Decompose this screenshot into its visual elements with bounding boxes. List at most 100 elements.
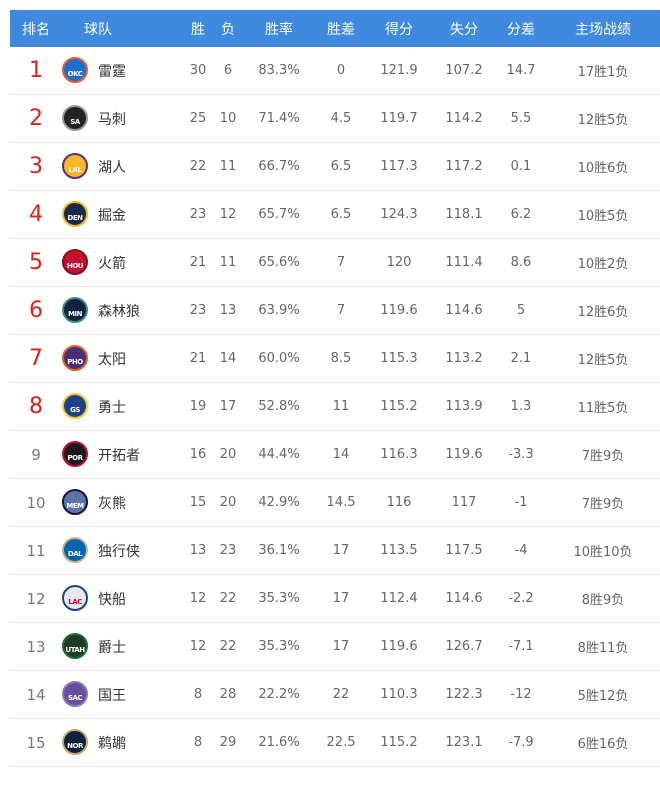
rank: 11	[26, 541, 46, 560]
home-record: 10胜2负	[577, 257, 629, 272]
home-record: 12胜5负	[577, 113, 629, 128]
team-name[interactable]: 爵士	[98, 639, 126, 656]
table-row[interactable]: 8 GS 勇士 19 17 52.8% 11 115.2 113.9 1.3 11胜5负	[10, 383, 660, 431]
team-name[interactable]: 开拓者	[98, 447, 140, 464]
team-name[interactable]: 湖人	[98, 159, 126, 176]
table-row[interactable]: 6 MIN 森林狼 23 13 63.9% 7 119.6 114.6 5 12胜6负	[10, 287, 660, 335]
point-diff: -7.1	[508, 639, 534, 654]
point-diff: -1	[514, 495, 528, 510]
team-name[interactable]: 勇士	[98, 399, 126, 416]
header-wins: 胜	[191, 21, 205, 38]
team-name[interactable]: 独行侠	[98, 543, 140, 560]
standings-table: 排名 球队胜负胜率 胜差 得分 失分 分差 主场战绩 1 OKC 雷霆 30 6 83.3% 0 121.…	[10, 10, 660, 767]
losses: 12	[219, 207, 237, 222]
team-name[interactable]: 太阳	[98, 351, 126, 368]
points-for: 115.3	[380, 351, 418, 366]
home-record: 10胜5负	[577, 209, 629, 224]
table-row[interactable]: 11 DAL 独行侠 13 23 36.1% 17 113.5 117.5 -4 10胜10负	[10, 527, 660, 575]
home-record: 5胜12负	[577, 689, 629, 704]
win-pct: 21.6%	[258, 735, 300, 750]
point-diff: 5	[516, 303, 526, 318]
table-row[interactable]: 15 NOR 鹈鹕 8 29 21.6% 22.5 115.2 123.1 -7.9 6胜16负	[10, 719, 660, 767]
table-row[interactable]: 1 OKC 雷霆 30 6 83.3% 0 121.9 107.2 14.7 17胜1负	[10, 47, 660, 95]
home-record: 11胜5负	[577, 401, 629, 416]
team-name[interactable]: 雷霆	[98, 63, 126, 80]
wins: 12	[189, 639, 207, 654]
team-name[interactable]: 快船	[98, 591, 126, 608]
home-record: 17胜1负	[577, 65, 629, 80]
team-logo-icon: SAC	[62, 681, 88, 707]
points-against: 111.4	[445, 255, 483, 270]
wins: 23	[189, 303, 207, 318]
point-diff: 1.3	[510, 399, 532, 414]
wins: 8	[193, 735, 203, 750]
team-name[interactable]: 灰熊	[98, 495, 126, 512]
team-logo-icon: UTAH	[62, 633, 88, 659]
points-against: 113.9	[445, 399, 483, 414]
header-point-diff: 分差	[507, 21, 535, 38]
home-record: 8胜11负	[577, 641, 629, 656]
points-for: 119.7	[380, 111, 418, 126]
wins: 15	[189, 495, 207, 510]
home-record: 8胜9负	[581, 593, 625, 608]
win-pct: 35.3%	[258, 591, 300, 606]
team-name[interactable]: 国王	[98, 687, 126, 704]
points-for: 119.6	[380, 303, 418, 318]
games-behind: 0	[336, 63, 346, 78]
points-against: 117.5	[445, 543, 483, 558]
header-rank: 排名	[22, 21, 50, 38]
table-row[interactable]: 10 MEM 灰熊 15 20 42.9% 14.5 116 117 -1 7胜9负	[10, 479, 660, 527]
games-behind: 6.5	[330, 207, 352, 222]
table-row[interactable]: 5 HOU 火箭 21 11 65.6% 7 120 111.4 8.6 10胜2负	[10, 239, 660, 287]
points-for: 110.3	[380, 687, 418, 702]
table-header: 排名 球队 胜负 胜率 胜差 得分 失分 分差 主场战绩	[10, 10, 660, 47]
table-row[interactable]: 12 LAC 快船 12 22 35.3% 17 112.4 114.6 -2.2 8胜9负	[10, 575, 660, 623]
point-diff: -2.2	[508, 591, 534, 606]
point-diff: 5.5	[510, 111, 532, 126]
rank: 7	[29, 346, 43, 371]
team-name[interactable]: 火箭	[98, 255, 126, 272]
win-pct: 44.4%	[258, 447, 300, 462]
home-record: 12胜6负	[577, 305, 629, 320]
point-diff: -4	[514, 543, 528, 558]
losses: 11	[219, 159, 237, 174]
games-behind: 11	[332, 399, 350, 414]
team-logo-icon: GS	[62, 393, 88, 419]
win-pct: 63.9%	[258, 303, 300, 318]
table-row[interactable]: 3 LAL 湖人 22 11 66.7% 6.5 117.3 117.2 0.1 10胜6负	[10, 143, 660, 191]
team-name[interactable]: 掘金	[98, 207, 126, 224]
team-name[interactable]: 鹈鹕	[98, 735, 126, 752]
win-pct: 42.9%	[258, 495, 300, 510]
win-pct: 65.7%	[258, 207, 300, 222]
points-for: 120	[386, 255, 412, 270]
table-row[interactable]: 2 SA 马刺 25 10 71.4% 4.5 119.7 114.2 5.5 12胜5负	[10, 95, 660, 143]
table-row[interactable]: 13 UTAH 爵士 12 22 35.3% 17 119.6 126.7 -7.1 8胜11负	[10, 623, 660, 671]
points-for: 116	[386, 495, 412, 510]
wins: 23	[189, 207, 207, 222]
win-pct: 35.3%	[258, 639, 300, 654]
points-against: 114.2	[445, 111, 483, 126]
losses: 28	[219, 687, 237, 702]
point-diff: -12	[510, 687, 532, 702]
rank: 9	[31, 445, 41, 464]
games-behind: 22	[332, 687, 350, 702]
wins: 12	[189, 591, 207, 606]
rank: 3	[29, 154, 43, 179]
team-logo-icon: MIN	[62, 297, 88, 323]
points-against: 107.2	[445, 63, 483, 78]
losses: 22	[219, 639, 237, 654]
team-logo-icon: PHO	[62, 345, 88, 371]
table-row[interactable]: 7 PHO 太阳 21 14 60.0% 8.5 115.3 113.2 2.1 12胜5负	[10, 335, 660, 383]
win-pct: 83.3%	[258, 63, 300, 78]
team-name[interactable]: 马刺	[98, 111, 126, 128]
table-row[interactable]: 4 DEN 掘金 23 12 65.7% 6.5 124.3 118.1 6.2 10胜5负	[10, 191, 660, 239]
points-against: 123.1	[445, 735, 483, 750]
points-against: 114.6	[445, 591, 483, 606]
table-row[interactable]: 14 SAC 国王 8 28 22.2% 22 110.3 122.3 -12 5胜12负	[10, 671, 660, 719]
losses: 20	[219, 447, 237, 462]
team-name[interactable]: 森林狼	[98, 303, 140, 320]
home-record: 10胜6负	[577, 161, 629, 176]
point-diff: -3.3	[508, 447, 534, 462]
losses: 13	[219, 303, 237, 318]
table-row[interactable]: 9 POR 开拓者 16 20 44.4% 14 116.3 119.6 -3.3 7胜9负	[10, 431, 660, 479]
